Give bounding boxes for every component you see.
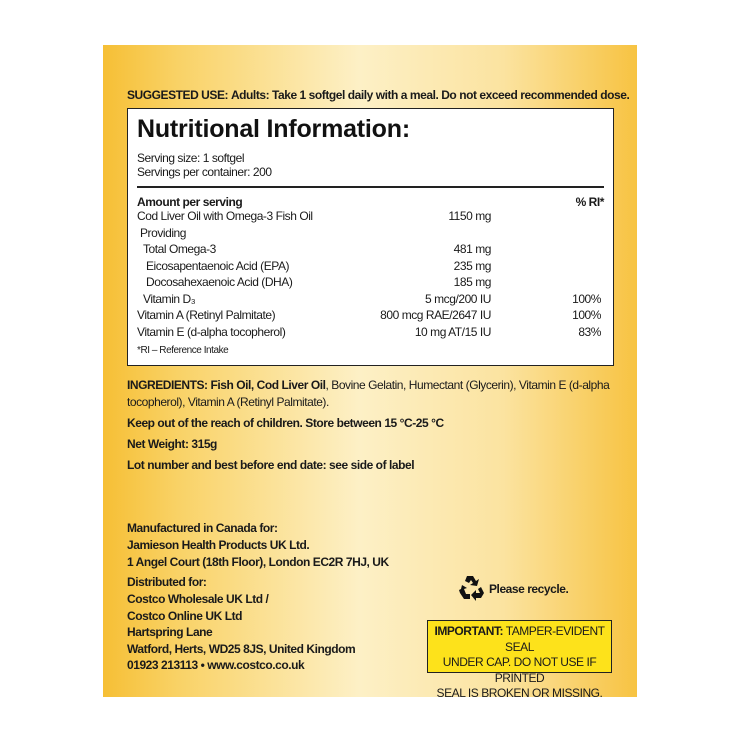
suggested-use: SUGGESTED USE: Adults: Take 1 softgel da… xyxy=(127,88,630,102)
nutrition-title: Nutritional Information: xyxy=(137,115,410,143)
ingredients-line-1: INGREDIENTS: Fish Oil, Cod Liver Oil, Bo… xyxy=(127,378,610,392)
header-ri: % RI* xyxy=(575,195,605,209)
nutrient-name: Vitamin E (d-alpha tocopherol) xyxy=(137,324,286,339)
nutrient-amount: 481 mg xyxy=(453,242,492,256)
footnote: *RI – Reference Intake xyxy=(137,345,229,356)
recycle-icon xyxy=(459,576,484,601)
nutrient-amount: 10 mg AT/15 IU xyxy=(414,324,492,339)
ingredients-bold: Fish Oil, Cod Liver Oil xyxy=(210,378,326,392)
nutrient-name: Docosahexaenoic Acid (DHA) xyxy=(146,275,293,289)
serving-size: Serving size: 1 softgel xyxy=(137,151,245,165)
nutrient-amount: 185 mg xyxy=(453,275,492,289)
recycle-text: Please recycle. xyxy=(489,582,569,596)
product-label: SUGGESTED USE: Adults: Take 1 softgel da… xyxy=(103,45,637,700)
header-amount: Amount per serving xyxy=(137,195,243,209)
nutrition-panel: Nutritional Information: Serving size: 1… xyxy=(127,108,614,366)
nutrient-name: Total Omega-3 xyxy=(143,242,216,256)
distributor-line: Costco Online UK Ltd xyxy=(127,609,242,623)
tamper-seal-warning: IMPORTANT: TAMPER-EVIDENT SEAL UNDER CAP… xyxy=(427,620,612,700)
distributor-line: Costco Wholesale UK Ltd / xyxy=(127,592,269,606)
nutrient-amount: 235 mg xyxy=(453,258,492,273)
distributor-line: 01923 213113 • www.costco.co.uk xyxy=(127,658,305,672)
storage-text: Keep out of the reach of children. Store… xyxy=(127,416,444,430)
net-weight: Net Weight: 315g xyxy=(127,437,217,451)
distributor-line: Hartspring Lane xyxy=(127,625,213,639)
seal-warning-line: UNDER CAP. DO NOT USE IF PRINTED xyxy=(442,655,597,685)
nutrient-ri: 100% xyxy=(572,291,601,306)
seal-warning-line: SEAL IS BROKEN OR MISSING. xyxy=(436,686,603,700)
nutrient-ri: 83% xyxy=(578,324,601,339)
nutrient-ri: 100% xyxy=(572,308,601,322)
nutrient-amount: 1150 mg xyxy=(448,209,491,223)
nutrient-amount: 800 mcg RAE/2647 IU xyxy=(380,308,491,322)
nutrient-name: Providing xyxy=(140,225,186,240)
ingredients-line-2: tocopherol), Vitamin A (Retinyl Palmitat… xyxy=(127,395,329,409)
nutrient-amount: 5 mcg/200 IU xyxy=(425,291,491,306)
manufacturer-line: 1 Angel Court (18th Floor), London EC2R … xyxy=(127,555,389,569)
seal-warning-label: IMPORTANT: xyxy=(434,624,504,638)
divider xyxy=(137,186,604,188)
suggested-use-text: Adults: Take 1 softgel daily with a meal… xyxy=(230,88,630,102)
suggested-use-label: SUGGESTED USE: xyxy=(127,88,229,102)
nutrient-name: Eicosapentaenoic Acid (EPA) xyxy=(146,258,290,273)
nutrient-name: Cod Liver Oil with Omega-3 Fish Oil xyxy=(137,209,313,223)
servings-per-container: Servings per container: 200 xyxy=(137,165,272,179)
nutrient-name: Vitamin A (Retinyl Palmitate) xyxy=(137,308,276,322)
ingredients-rest: , Bovine Gelatin, Humectant (Glycerin), … xyxy=(325,378,610,392)
nutrient-name: Vitamin D₃ xyxy=(143,291,196,306)
manufacturer-line: Jamieson Health Products UK Ltd. xyxy=(127,538,310,552)
lot-info: Lot number and best before end date: see… xyxy=(127,458,415,472)
distributor-line: Distributed for: xyxy=(127,575,207,589)
seal-warning-line: TAMPER-EVIDENT SEAL xyxy=(505,624,605,654)
distributor-line: Watford, Herts, WD25 8JS, United Kingdom xyxy=(127,642,356,656)
ingredients-label: INGREDIENTS: xyxy=(127,378,208,392)
manufacturer-line: Manufactured in Canada for: xyxy=(127,521,278,535)
